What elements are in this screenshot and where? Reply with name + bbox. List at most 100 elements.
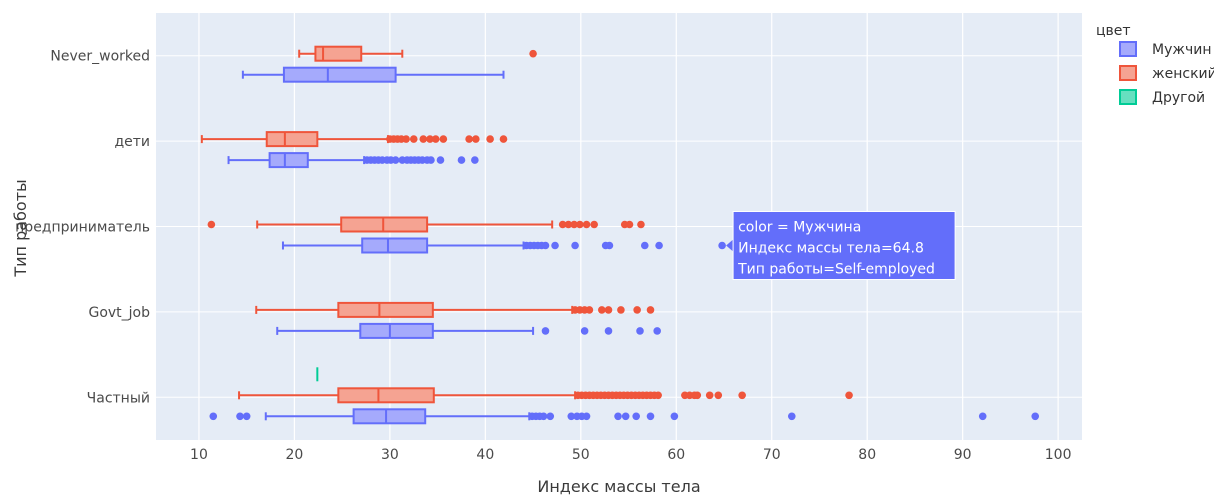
- outlier-point: [242, 412, 251, 421]
- outlier-point: [427, 156, 435, 164]
- outlier-point: [409, 135, 418, 143]
- box-женский-Govt_job: [255, 301, 655, 318]
- box-marks: [200, 45, 1040, 425]
- outlier-point: [653, 327, 661, 335]
- box-iqr: [361, 237, 429, 254]
- outlier-point: [499, 135, 508, 143]
- x-tick-label: 10: [190, 447, 208, 463]
- box-женский-Never_worked: [298, 45, 537, 62]
- legend-item: Мужчин: [1119, 41, 1212, 58]
- outlier-point: [486, 135, 494, 143]
- outlier-point: [236, 412, 244, 421]
- outlier-point: [541, 241, 550, 250]
- outlier-point: [546, 412, 555, 421]
- outlier-point: [637, 220, 645, 229]
- outlier-point: [738, 391, 746, 400]
- outlier-point: [472, 135, 480, 143]
- legend-swatch: [1119, 41, 1137, 57]
- legend: цвет Мужчин женский Другой: [1096, 23, 1214, 106]
- x-tick-label: 20: [286, 447, 304, 463]
- outlier-point: [714, 391, 723, 400]
- box-женский-дети: [200, 131, 508, 148]
- outlier-point: [614, 412, 622, 421]
- outlier-point: [391, 156, 400, 164]
- x-axis-title: Индекс массы тела: [537, 477, 700, 495]
- outlier-point: [646, 306, 655, 314]
- legend-item: Другой: [1119, 89, 1205, 106]
- y-tick-label: Частный: [87, 390, 150, 406]
- outlier-point: [207, 220, 216, 229]
- tooltip-line: Тип работы=Self-employed: [737, 262, 935, 278]
- box-iqr: [282, 66, 397, 83]
- legend-label: женский: [1152, 66, 1214, 82]
- y-axis-title: Тип работы: [11, 179, 30, 277]
- legend-item: женский: [1119, 65, 1214, 82]
- outlier-point: [585, 306, 594, 314]
- box-iqr: [314, 45, 363, 62]
- x-tick-label: 30: [381, 447, 399, 463]
- x-axis-ticks: 10 20 30 40 50 60 70 80 90 100: [190, 447, 1071, 463]
- x-tick-label: 60: [667, 447, 685, 463]
- y-tick-label: дети: [114, 134, 150, 150]
- outlier-point: [564, 220, 573, 229]
- outlier-point: [617, 306, 625, 314]
- outlier-point: [654, 391, 662, 400]
- tooltip-box: [732, 211, 956, 280]
- box-iqr: [337, 387, 435, 404]
- outlier-point: [402, 135, 410, 143]
- outlier-point: [646, 412, 655, 421]
- outlier-point: [621, 412, 630, 421]
- y-tick-label: Govt_job: [88, 305, 150, 321]
- outlier-point: [580, 327, 589, 335]
- outlier-point: [978, 412, 987, 421]
- y-axis-ticks: Never_worked дети предприниматель Govt_job Ч…: [15, 49, 150, 407]
- y-tick-label: Never_worked: [50, 49, 150, 65]
- outlier-point: [670, 412, 679, 421]
- outlier-point: [419, 135, 428, 143]
- legend-title: цвет: [1096, 23, 1131, 39]
- hover-tooltip: color = Мужчина Индекс массы тела=64.8 Тип…: [726, 211, 956, 280]
- outlier-point: [426, 135, 434, 143]
- outlier-point: [633, 306, 641, 314]
- outlier-point: [582, 220, 591, 229]
- outlier-point: [598, 306, 606, 314]
- tooltip-pointer: [726, 239, 734, 252]
- x-tick-label: 90: [954, 447, 972, 463]
- outlier-point: [541, 327, 550, 335]
- outlier-point: [604, 327, 613, 335]
- outlier-point: [605, 241, 614, 250]
- outlier-point: [529, 49, 537, 58]
- legend-swatch: [1119, 65, 1137, 81]
- x-tick-label: 40: [476, 447, 494, 463]
- box-женский-Self-employed: [207, 216, 645, 233]
- outlier-point: [571, 241, 579, 250]
- box-iqr: [265, 131, 319, 148]
- outlier-point: [655, 241, 663, 250]
- tooltip-line: color = Мужчина: [738, 220, 861, 236]
- box-женский-Частный: [238, 387, 853, 404]
- outlier-point: [539, 412, 548, 421]
- outlier-point: [567, 412, 576, 421]
- outlier-point: [640, 241, 649, 250]
- legend-label: Другой: [1152, 90, 1205, 106]
- tooltip-line: Индекс массы тела=64.8: [738, 241, 924, 257]
- outlier-point: [636, 327, 644, 335]
- box-Мужчина-Govt_job: [276, 322, 661, 339]
- outlier-point: [705, 391, 714, 400]
- outlier-point: [439, 135, 448, 143]
- outlier-point: [431, 135, 440, 143]
- box-Мужчина-дети: [227, 152, 479, 169]
- x-tick-label: 80: [858, 447, 876, 463]
- legend-swatch: [1119, 89, 1137, 105]
- box-iqr: [359, 322, 434, 339]
- legend-label: Мужчин: [1152, 42, 1212, 58]
- outlier-point: [582, 412, 591, 421]
- y-tick-label: предприниматель: [15, 220, 150, 236]
- outlier-point: [693, 391, 702, 400]
- box-Мужчина-Self-employed: [281, 237, 726, 254]
- outlier-point: [845, 391, 853, 400]
- box-iqr: [337, 301, 434, 318]
- outlier-point: [787, 412, 796, 421]
- outlier-point: [625, 220, 634, 229]
